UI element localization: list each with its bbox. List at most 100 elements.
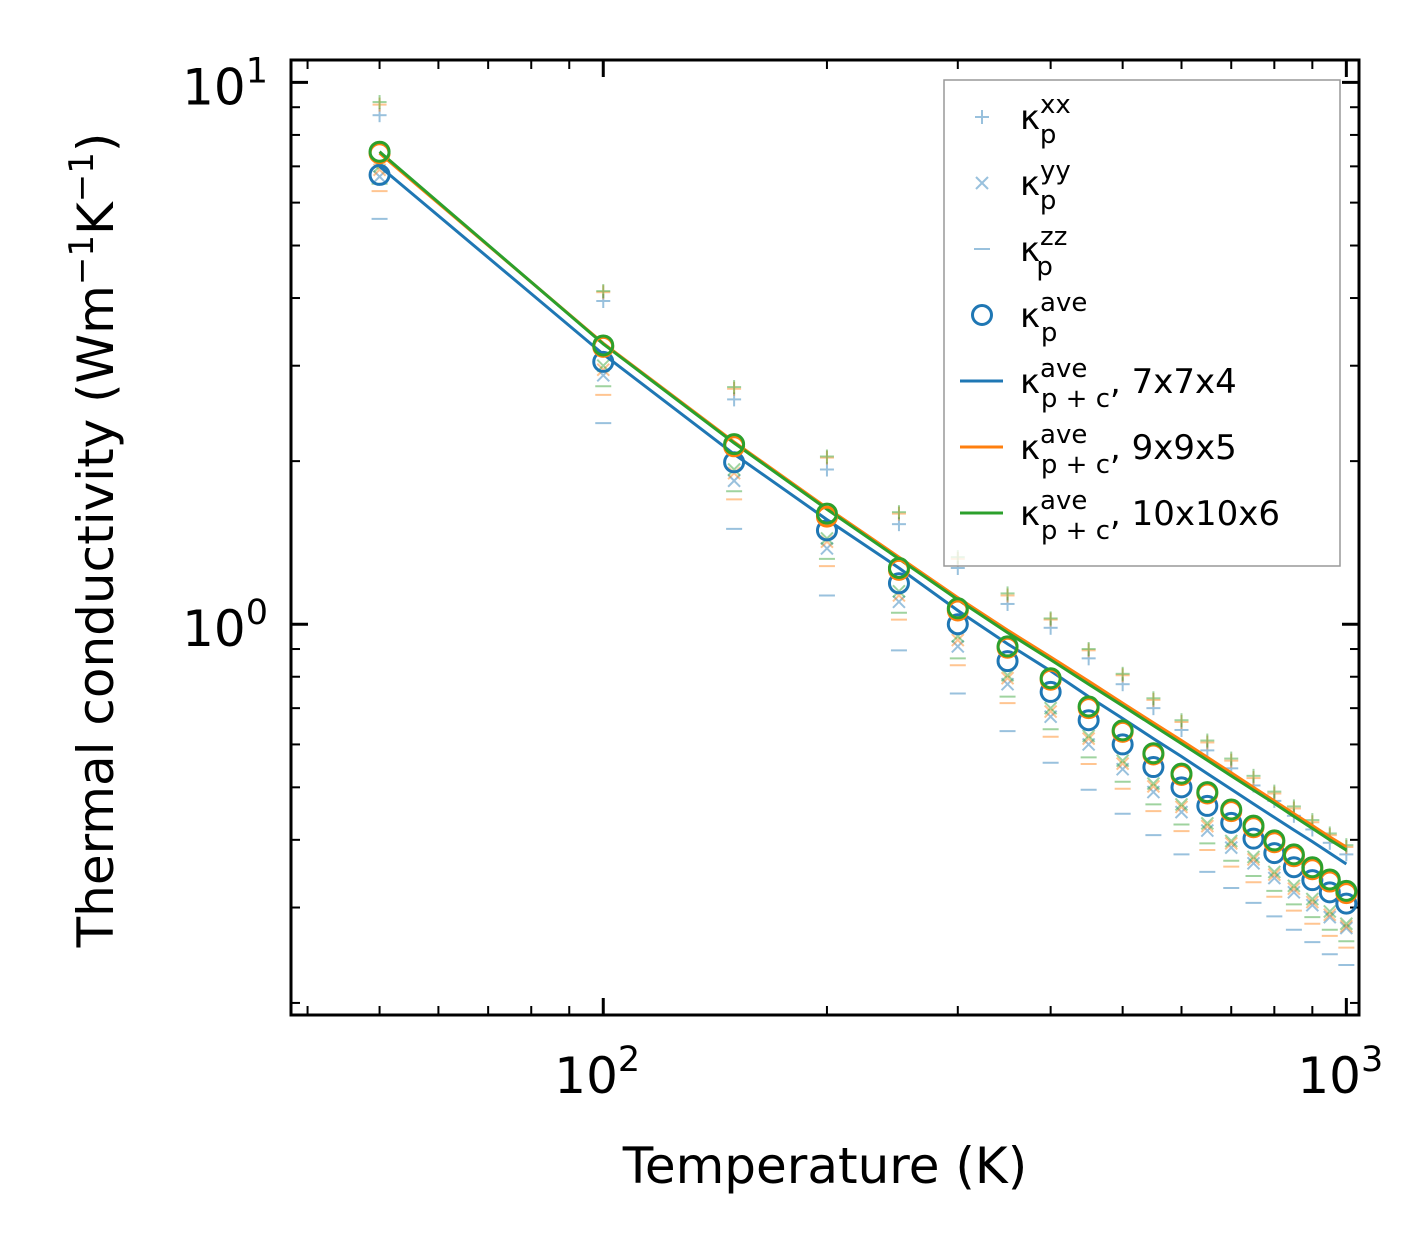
data-point (372, 169, 387, 184)
data-point (1146, 701, 1161, 716)
legend-marker-swatch (971, 304, 993, 326)
data-point (727, 474, 741, 488)
data-point (1039, 680, 1062, 703)
data-point (1286, 799, 1301, 814)
data-point (723, 433, 746, 456)
legend-entry: κyy p (975, 156, 1071, 216)
data-point (1200, 819, 1215, 833)
legend-label: κave p (1020, 288, 1087, 348)
data-point (951, 639, 965, 654)
legend-entry: κave p + c, 9x9x5 (960, 420, 1237, 480)
data-point (1174, 800, 1189, 814)
plot-frame (289, 58, 1361, 1017)
data-point (727, 462, 741, 477)
y-axis-label-exp1: −1 (62, 235, 102, 285)
data-point (1200, 743, 1215, 758)
x-axis-label: Temperature (K) (622, 1137, 1027, 1195)
data-point (1115, 753, 1130, 768)
data-point (1174, 713, 1189, 728)
data-point (891, 505, 906, 520)
data-point (1146, 692, 1161, 707)
legend-marker-swatch (975, 110, 989, 124)
data-point (1115, 677, 1130, 692)
data-point (1000, 677, 1015, 691)
data-point (1287, 881, 1301, 896)
data-point (1081, 737, 1096, 752)
y-axis-label-exp2: −1 (62, 152, 102, 202)
data-point (1077, 709, 1100, 732)
data-point (1115, 668, 1130, 683)
data-point (1224, 840, 1238, 855)
data-point (819, 449, 834, 464)
data-point (1224, 834, 1238, 848)
data-point (996, 635, 1019, 658)
data-point (1200, 816, 1215, 831)
data-point (1200, 733, 1215, 748)
data-point (1318, 881, 1341, 904)
data-point (1267, 867, 1282, 882)
series-line-kpc_ave_10x10x6 (378, 150, 1348, 852)
data-point (1000, 586, 1015, 601)
data-point (372, 97, 387, 112)
data-point (1043, 620, 1058, 635)
legend-label: κave p + c, 10x10x6 (1020, 486, 1280, 546)
series-kpc_ave_10x10x6 (378, 150, 1348, 852)
data-point (1146, 779, 1161, 794)
data-point (815, 502, 838, 525)
data-point (1200, 735, 1215, 750)
data-point (592, 334, 615, 357)
data-point (1043, 701, 1058, 715)
data-layer (368, 95, 1358, 966)
data-point (1301, 856, 1324, 879)
legend-entry: κave p + c, 10x10x6 (960, 486, 1280, 546)
series-kp_zz_7x7x4 (371, 217, 1355, 966)
data-point (946, 613, 969, 636)
data-point (887, 572, 910, 595)
data-point (1081, 651, 1096, 666)
data-point (1305, 898, 1320, 912)
data-point (1220, 811, 1243, 834)
data-point (1043, 612, 1058, 627)
data-point (1267, 786, 1282, 801)
data-point (1170, 776, 1193, 799)
x-tick-labels: 102 103 (554, 1040, 1383, 1105)
data-point (1263, 829, 1286, 852)
data-point (1196, 794, 1219, 817)
data-point (946, 597, 969, 620)
data-point (1142, 742, 1165, 765)
data-point (1323, 910, 1337, 924)
data-point (1200, 823, 1215, 838)
data-point (1323, 904, 1337, 919)
data-point (1305, 892, 1320, 906)
y-axis-label-part1: Thermal conductivity (Wm (67, 285, 125, 948)
data-point (1146, 785, 1161, 799)
series-kp_ave_10x10x6 (368, 140, 1358, 902)
data-point (1174, 797, 1189, 812)
data-point (1081, 642, 1096, 657)
y-tick-label: 101 (182, 51, 268, 116)
legend-label: κzz p (1020, 222, 1067, 282)
legend-label: κave p + c, 7x7x4 (1020, 354, 1237, 414)
data-point (1335, 892, 1358, 915)
data-point (1043, 710, 1058, 724)
data-point (1246, 856, 1261, 871)
data-point (1267, 871, 1282, 885)
data-point (1335, 879, 1358, 902)
data-point (727, 392, 742, 407)
legend-marker-swatch (975, 176, 989, 190)
data-point (1174, 714, 1189, 729)
data-point (891, 506, 906, 521)
data-point (368, 163, 391, 186)
legend-label: κxx p (1020, 90, 1071, 150)
data-point (1142, 756, 1165, 779)
x-tick-label: 102 (554, 1040, 640, 1105)
data-point (1246, 852, 1261, 867)
data-point (1000, 596, 1015, 611)
data-point (1246, 850, 1261, 864)
data-point (1115, 756, 1130, 771)
series-kp_zz_10x10x6 (371, 182, 1355, 943)
data-point (1339, 917, 1354, 931)
data-point (1196, 781, 1219, 804)
y-axis-label-part2: K (67, 201, 125, 235)
